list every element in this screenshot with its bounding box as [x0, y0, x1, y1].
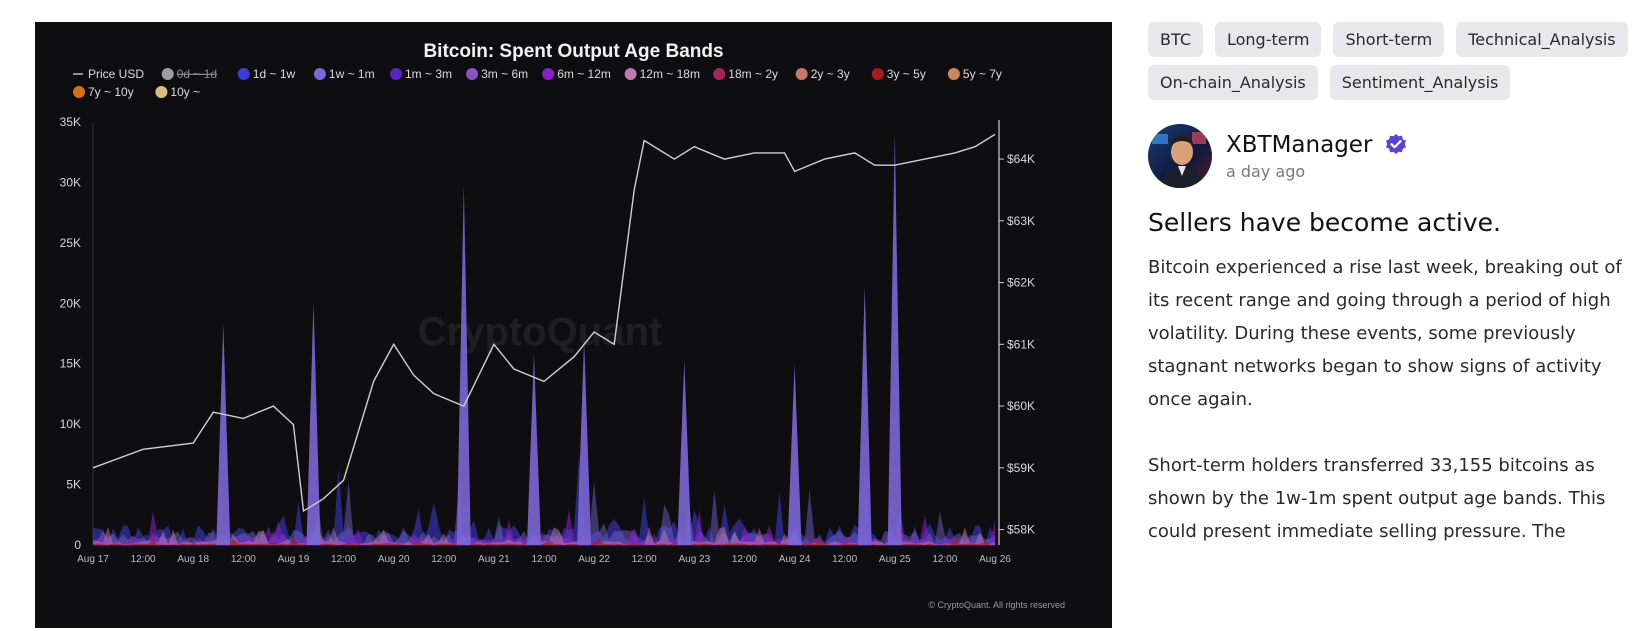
spent-output-peak — [857, 286, 872, 545]
y-right-tick-label: $63K — [1007, 214, 1035, 228]
y-left-tick-label: 20K — [60, 296, 81, 310]
y-left-tick-label: 30K — [60, 175, 81, 189]
x-tick-label: Aug 21 — [478, 554, 510, 565]
x-tick-label: Aug 23 — [678, 554, 710, 565]
x-tick-label: 12:00 — [932, 554, 957, 565]
x-tick-label: 12:00 — [431, 554, 456, 565]
legend-label: 3y ~ 5y — [887, 67, 926, 81]
legend-label: 18m ~ 2y — [728, 67, 778, 81]
spent-output-area — [93, 538, 995, 545]
post-paragraph: Short-term holders transferred 33,155 bi… — [1148, 455, 1606, 542]
x-tick-label: 12:00 — [131, 554, 156, 565]
legend-label: 5y ~ 7y — [963, 67, 1002, 81]
x-tick-label: 12:00 — [832, 554, 857, 565]
spent-output-peak — [306, 302, 321, 545]
legend-label: 6m ~ 12m — [557, 67, 611, 81]
legend-marker — [73, 86, 85, 98]
legend-label: 1m ~ 3m — [405, 67, 452, 81]
post-body: Bitcoin experienced a rise last week, br… — [1148, 251, 1638, 548]
avatar[interactable] — [1148, 124, 1212, 188]
post-timestamp: a day ago — [1226, 161, 1306, 181]
legend-marker — [795, 68, 808, 80]
y-left-tick-label: 5K — [66, 478, 81, 492]
y-left-tick-label: 35K — [60, 115, 81, 129]
legend-marker — [155, 86, 168, 98]
legend-label: 2y ~ 3y — [811, 67, 850, 81]
x-tick-label: 12:00 — [732, 554, 757, 565]
legend-marker — [871, 68, 884, 80]
legend-marker — [313, 68, 326, 80]
verified-badge-icon — [1386, 133, 1407, 154]
legend-marker — [624, 68, 637, 80]
avatar-image — [1148, 124, 1212, 188]
spent-output-peak — [887, 134, 902, 545]
legend-label: 1d ~ 1w — [253, 67, 296, 81]
legend-label: 0d ~ 1d — [177, 67, 217, 81]
y-left-tick-label: 10K — [60, 417, 81, 431]
legend-marker — [466, 68, 479, 80]
tag-long-term[interactable]: Long-term — [1214, 22, 1322, 57]
spent-output-peak — [787, 363, 802, 545]
x-tick-label: Aug 26 — [979, 554, 1011, 565]
y-right-tick-label: $58K — [1007, 523, 1035, 537]
spent-output-area — [93, 454, 995, 545]
y-left-tick-label: 15K — [60, 357, 81, 371]
author-block: XBTManager a day ago — [1148, 124, 1641, 188]
legend-marker — [542, 68, 555, 80]
chart-title: Bitcoin: Spent Output Age Bands — [423, 41, 723, 62]
tag-on-chain-analysis[interactable]: On-chain_Analysis — [1148, 65, 1318, 100]
legend-label: Price USD — [88, 67, 144, 81]
author-name[interactable]: XBTManager — [1226, 131, 1373, 158]
tag-list: BTC Long-term Short-term Technical_Analy… — [1148, 22, 1628, 100]
chart-image: Bitcoin: Spent Output Age Bands Price USD… — [35, 22, 1112, 628]
post-panel: BTC Long-term Short-term Technical_Analy… — [1148, 22, 1641, 631]
spent-output-peak — [526, 354, 541, 545]
x-tick-label: 12:00 — [531, 554, 556, 565]
legend-label: 3m ~ 6m — [481, 67, 528, 81]
x-tick-label: Aug 22 — [578, 554, 610, 565]
spent-output-peak — [456, 184, 471, 546]
legend-label: 1w ~ 1m — [329, 67, 375, 81]
legend-label: 7y ~ 10y — [88, 85, 134, 99]
y-right-tick-label: $62K — [1007, 276, 1035, 290]
tag-short-term[interactable]: Short-term — [1333, 22, 1445, 57]
legend-label: 12m ~ 18m — [640, 67, 700, 81]
price-line — [92, 133, 996, 513]
legend-label: 10y ~ — [170, 85, 200, 99]
x-tick-label: Aug 25 — [879, 554, 911, 565]
chart-credit: © CryptoQuant. All rights reserved — [928, 600, 1065, 610]
spent-output-area — [93, 508, 995, 545]
spent-output-peak — [216, 323, 231, 545]
spent-output-peak — [577, 339, 592, 545]
y-right-tick-label: $61K — [1007, 337, 1035, 351]
x-tick-label: Aug 17 — [77, 554, 109, 565]
tag-sentiment-analysis[interactable]: Sentiment_Analysis — [1329, 65, 1511, 100]
y-left-tick-label: 25K — [60, 236, 81, 250]
y-right-tick-label: $64K — [1007, 152, 1035, 166]
legend-marker — [237, 68, 250, 80]
tag-technical-analysis[interactable]: Technical_Analysis — [1456, 22, 1628, 57]
post-title: Sellers have become active. — [1148, 208, 1501, 237]
tag-btc[interactable]: BTC — [1148, 22, 1203, 57]
x-tick-label: Aug 20 — [378, 554, 410, 565]
x-tick-label: Aug 24 — [779, 554, 811, 565]
legend-marker — [390, 68, 402, 80]
x-tick-label: 12:00 — [231, 554, 256, 565]
x-tick-label: Aug 19 — [278, 554, 310, 565]
x-tick-label: 12:00 — [331, 554, 356, 565]
watermark: CryptoQuant — [418, 310, 662, 354]
y-left-tick-label: 0 — [74, 538, 81, 552]
spent-output-chart: Bitcoin: Spent Output Age Bands Price USD… — [60, 41, 1065, 610]
legend-marker — [161, 68, 174, 80]
y-right-tick-label: $60K — [1007, 399, 1035, 413]
x-tick-label: 12:00 — [632, 554, 657, 565]
spent-output-peak — [677, 360, 692, 545]
x-tick-label: Aug 18 — [177, 554, 209, 565]
y-right-tick-label: $59K — [1007, 461, 1035, 475]
legend-marker — [947, 68, 960, 80]
post-paragraph: Bitcoin experienced a rise last week, br… — [1148, 257, 1622, 410]
legend-marker — [713, 68, 726, 80]
